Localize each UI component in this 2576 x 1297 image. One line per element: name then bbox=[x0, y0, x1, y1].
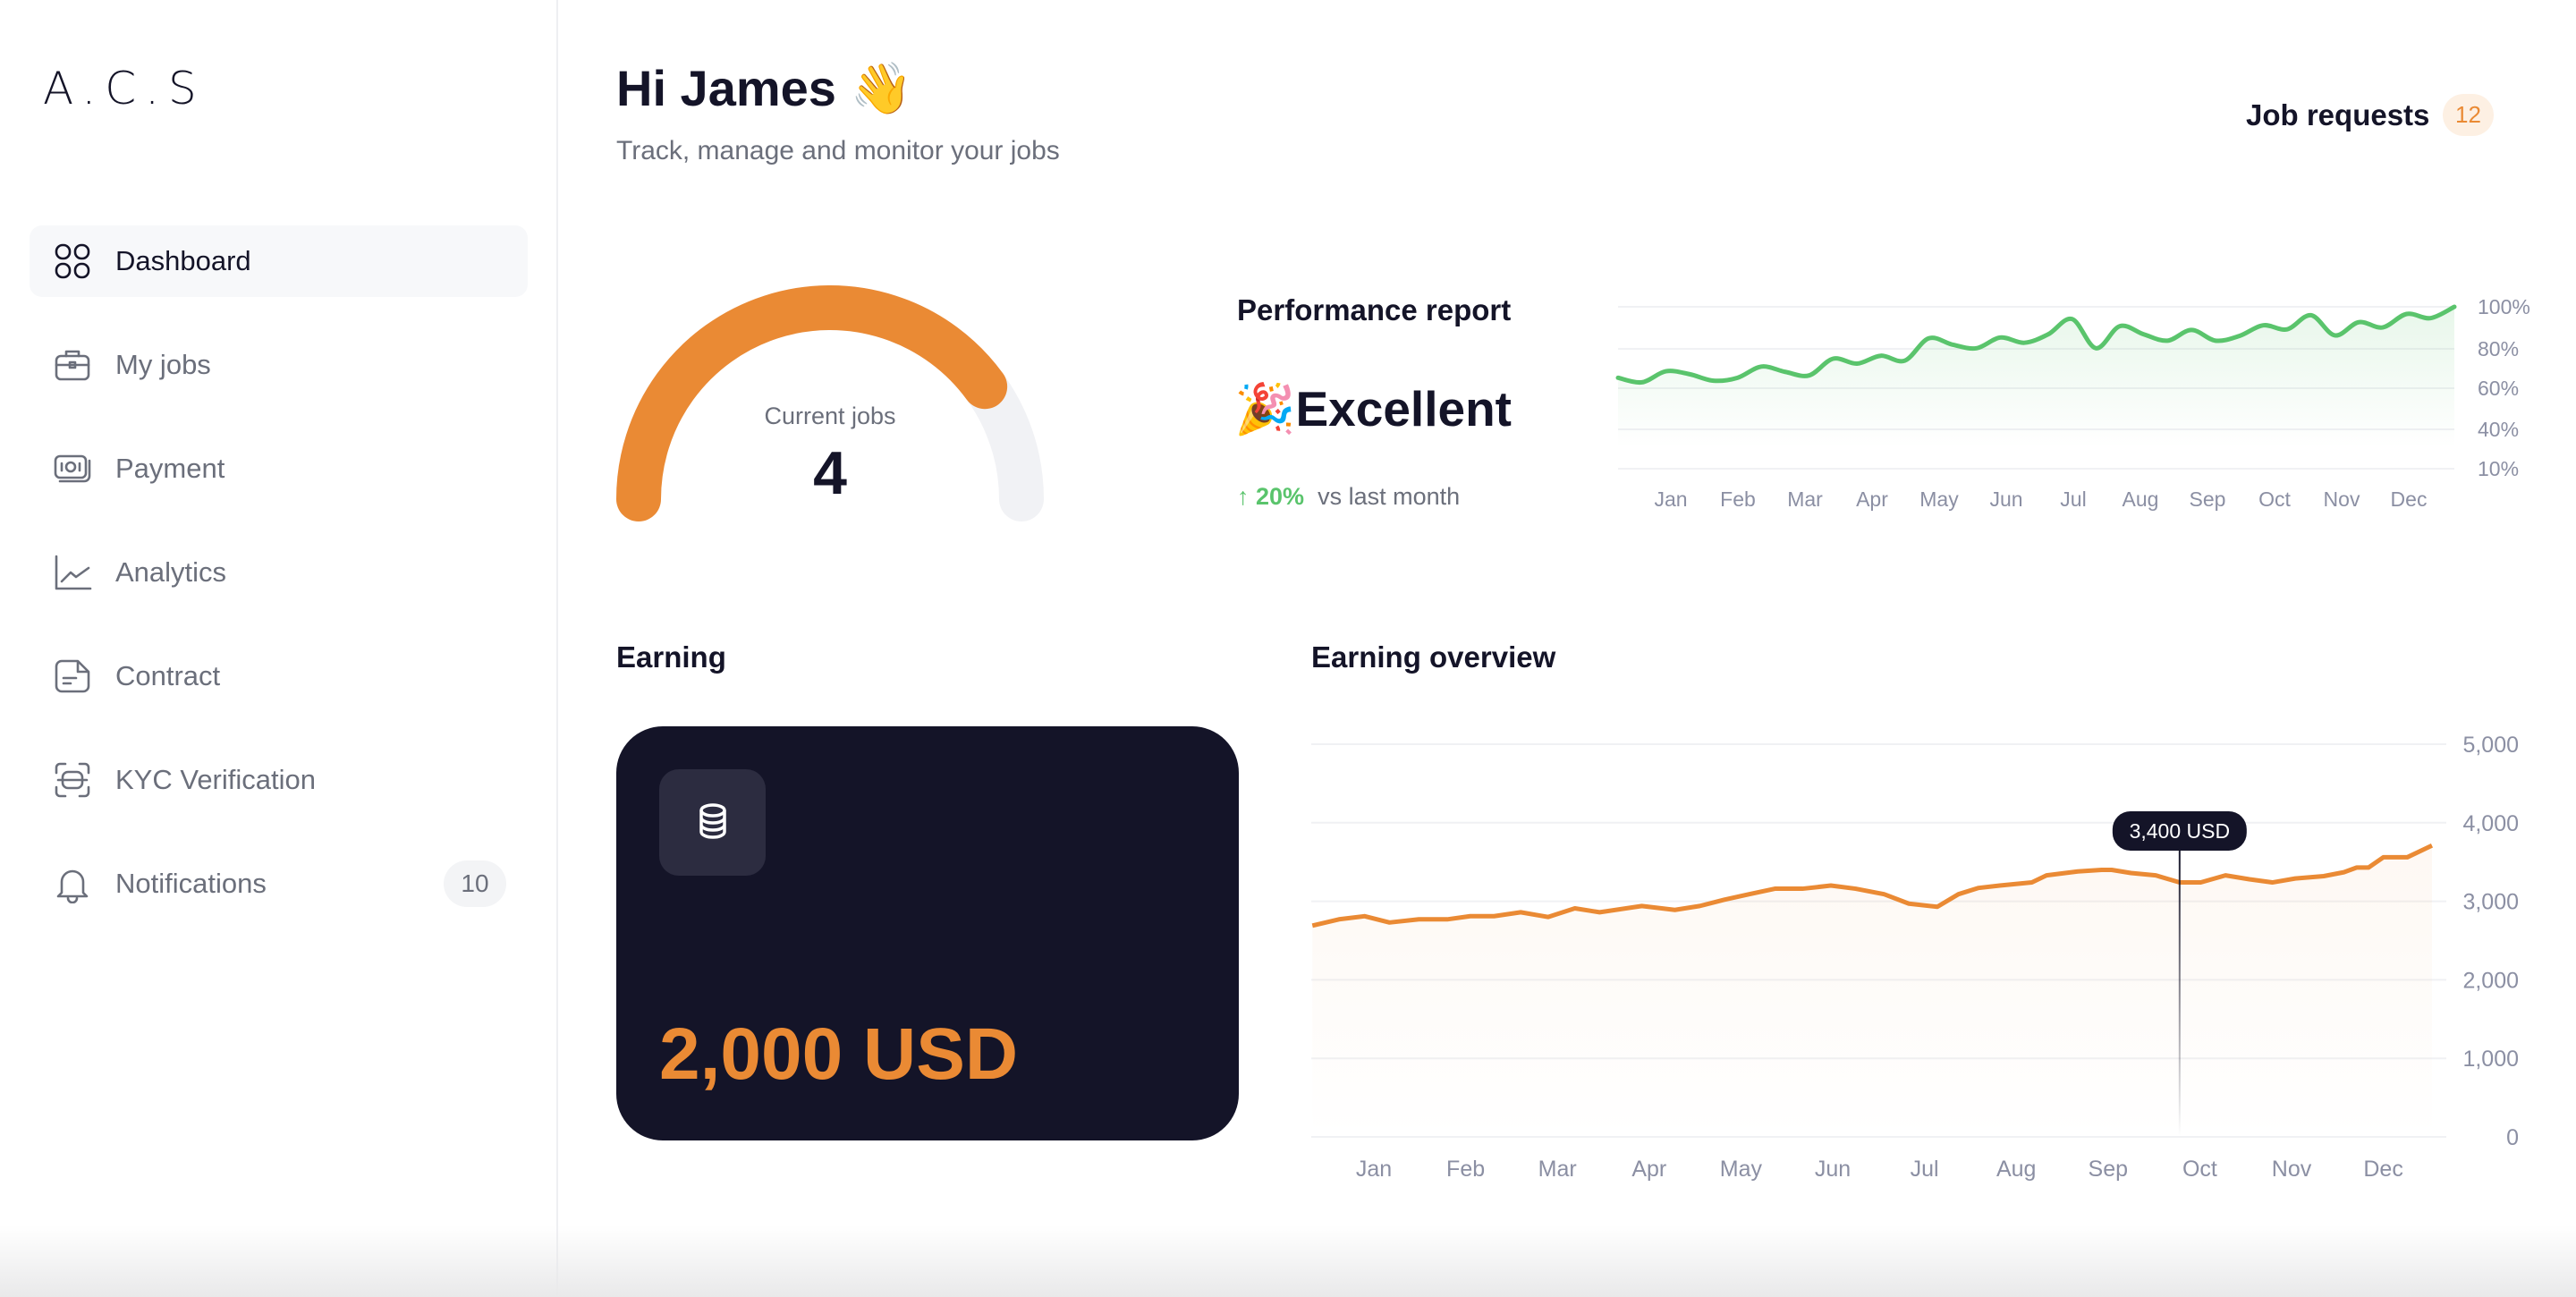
x-tick-label: Sep bbox=[2190, 487, 2226, 511]
x-tick-label: May bbox=[1919, 487, 1959, 511]
sidebar-item-contract[interactable]: Contract bbox=[30, 640, 528, 712]
briefcase-icon bbox=[55, 350, 90, 381]
sidebar-item-label: Contract bbox=[115, 660, 221, 691]
x-tick-label: Nov bbox=[2324, 487, 2360, 511]
y-tick-label: 3,000 bbox=[2462, 890, 2519, 915]
y-tick-label: 100% bbox=[2478, 295, 2530, 318]
x-tick-label: Oct bbox=[2182, 1157, 2217, 1182]
change-label: vs last month bbox=[1318, 483, 1461, 510]
coins-icon bbox=[659, 769, 766, 876]
sidebar-item-my-jobs[interactable]: My jobs bbox=[30, 329, 528, 401]
x-tick-label: Feb bbox=[1446, 1157, 1485, 1182]
performance-change: ↑ 20% vs last month bbox=[1237, 483, 1460, 511]
x-tick-label: Nov bbox=[2272, 1157, 2312, 1182]
area-fill bbox=[1618, 307, 2454, 447]
change-value: 20% bbox=[1256, 483, 1305, 510]
page-title: Hi James 👋 bbox=[616, 59, 912, 118]
tooltip-box bbox=[2112, 811, 2247, 851]
x-tick-label: Dec bbox=[2391, 487, 2428, 511]
earning-line bbox=[1311, 843, 2434, 928]
sidebar-item-label: My jobs bbox=[115, 349, 211, 380]
performance-title: Performance report bbox=[1237, 293, 1512, 326]
performance-line bbox=[1615, 304, 2457, 386]
sidebar-item-label: Dashboard bbox=[115, 245, 251, 276]
x-tick-label: Sep bbox=[2089, 1157, 2128, 1182]
job-requests-badge: 12 bbox=[2443, 94, 2494, 136]
window-bottom-shadow bbox=[0, 1225, 2576, 1297]
x-tick-label: Jan bbox=[1654, 487, 1687, 511]
y-tick-label: 40% bbox=[2478, 418, 2519, 441]
y-tick-label: 0 bbox=[2506, 1125, 2519, 1150]
sidebar-item-label: KYC Verification bbox=[115, 764, 316, 795]
y-tick-label: 1,000 bbox=[2462, 1047, 2519, 1072]
y-tick-label: 80% bbox=[2478, 337, 2519, 360]
tooltip-label: 3,400 USD bbox=[2130, 819, 2231, 843]
bell-icon bbox=[56, 869, 89, 903]
current-jobs-gauge bbox=[616, 285, 1044, 521]
x-tick-label: Feb bbox=[1720, 487, 1756, 511]
logo: A.C.S bbox=[43, 63, 206, 114]
earning-overview-chart: 5,000 4,000 3,000 2,000 1,000 0 Jan Feb Mar Apr Ma… bbox=[1311, 733, 2519, 1182]
notifications-badge: 10 bbox=[444, 860, 506, 907]
greeting: Hi James bbox=[616, 60, 836, 116]
rating-text: Excellent bbox=[1295, 381, 1512, 437]
performance-chart: 100% 80% 60% 40% 10% Jan Feb Mar Apr May Jun Jul Aug… bbox=[1615, 295, 2530, 511]
gauge-value: 4 bbox=[813, 439, 847, 507]
x-tick-label: Aug bbox=[2123, 487, 2159, 511]
gauge-fill bbox=[616, 285, 1008, 521]
x-tick-label: Apr bbox=[1631, 1157, 1666, 1182]
x-tick-label: Jul bbox=[1911, 1157, 1939, 1182]
wave-icon: 👋 bbox=[850, 60, 913, 116]
y-tick-label: 10% bbox=[2478, 457, 2519, 480]
sidebar-item-label: Analytics bbox=[115, 556, 227, 588]
scan-icon bbox=[55, 762, 90, 798]
arrow-up-icon: ↑ bbox=[1237, 483, 1250, 510]
earning-amount: 2,000 USD bbox=[659, 1013, 1019, 1095]
x-tick-label: Apr bbox=[1856, 487, 1888, 511]
x-tick-label: May bbox=[1720, 1157, 1763, 1182]
chart-icon bbox=[55, 555, 92, 590]
sidebar-item-analytics[interactable]: Analytics bbox=[30, 537, 528, 608]
x-tick-label: Jun bbox=[1815, 1157, 1851, 1182]
x-tick-label: Mar bbox=[1787, 487, 1823, 511]
gauge-label: Current jobs bbox=[764, 403, 896, 429]
party-icon: 🎉 bbox=[1234, 381, 1296, 437]
sidebar: A.C.S Dashboard My jobs Payment Analytics Co… bbox=[0, 0, 558, 1297]
earning-title: Earning bbox=[616, 640, 726, 674]
document-icon bbox=[55, 659, 90, 693]
y-tick-label: 4,000 bbox=[2462, 811, 2519, 836]
grid-icon bbox=[55, 243, 90, 279]
x-tick-label: Jun bbox=[1989, 487, 2022, 511]
x-tick-label: Jul bbox=[2060, 487, 2086, 511]
page-subtitle: Track, manage and monitor your jobs bbox=[616, 136, 1060, 165]
sidebar-item-label: Payment bbox=[115, 453, 225, 484]
performance-rating: 🎉Excellent bbox=[1234, 380, 1512, 438]
x-tick-label: Oct bbox=[2258, 487, 2291, 511]
sidebar-item-notifications[interactable]: Notifications 10 bbox=[30, 848, 528, 920]
earning-overview-title: Earning overview bbox=[1311, 640, 1556, 674]
area-fill bbox=[1312, 845, 2432, 1137]
money-icon bbox=[54, 454, 91, 483]
y-tick-label: 5,000 bbox=[2462, 733, 2519, 758]
tooltip-line bbox=[2178, 845, 2181, 1136]
y-tick-label: 2,000 bbox=[2462, 968, 2519, 993]
x-tick-label: Dec bbox=[2363, 1157, 2402, 1182]
x-tick-label: Mar bbox=[1538, 1157, 1577, 1182]
x-tick-label: Jan bbox=[1356, 1157, 1392, 1182]
sidebar-item-dashboard[interactable]: Dashboard bbox=[30, 225, 528, 297]
sidebar-item-kyc-verification[interactable]: KYC Verification bbox=[30, 744, 528, 816]
sidebar-item-label: Notifications bbox=[115, 868, 267, 899]
job-requests-link[interactable]: Job requests bbox=[2246, 98, 2430, 131]
sidebar-item-payment[interactable]: Payment bbox=[30, 433, 528, 504]
y-tick-label: 60% bbox=[2478, 377, 2519, 400]
earning-card: 2,000 USD bbox=[616, 726, 1239, 1140]
x-tick-label: Aug bbox=[1996, 1157, 2036, 1182]
